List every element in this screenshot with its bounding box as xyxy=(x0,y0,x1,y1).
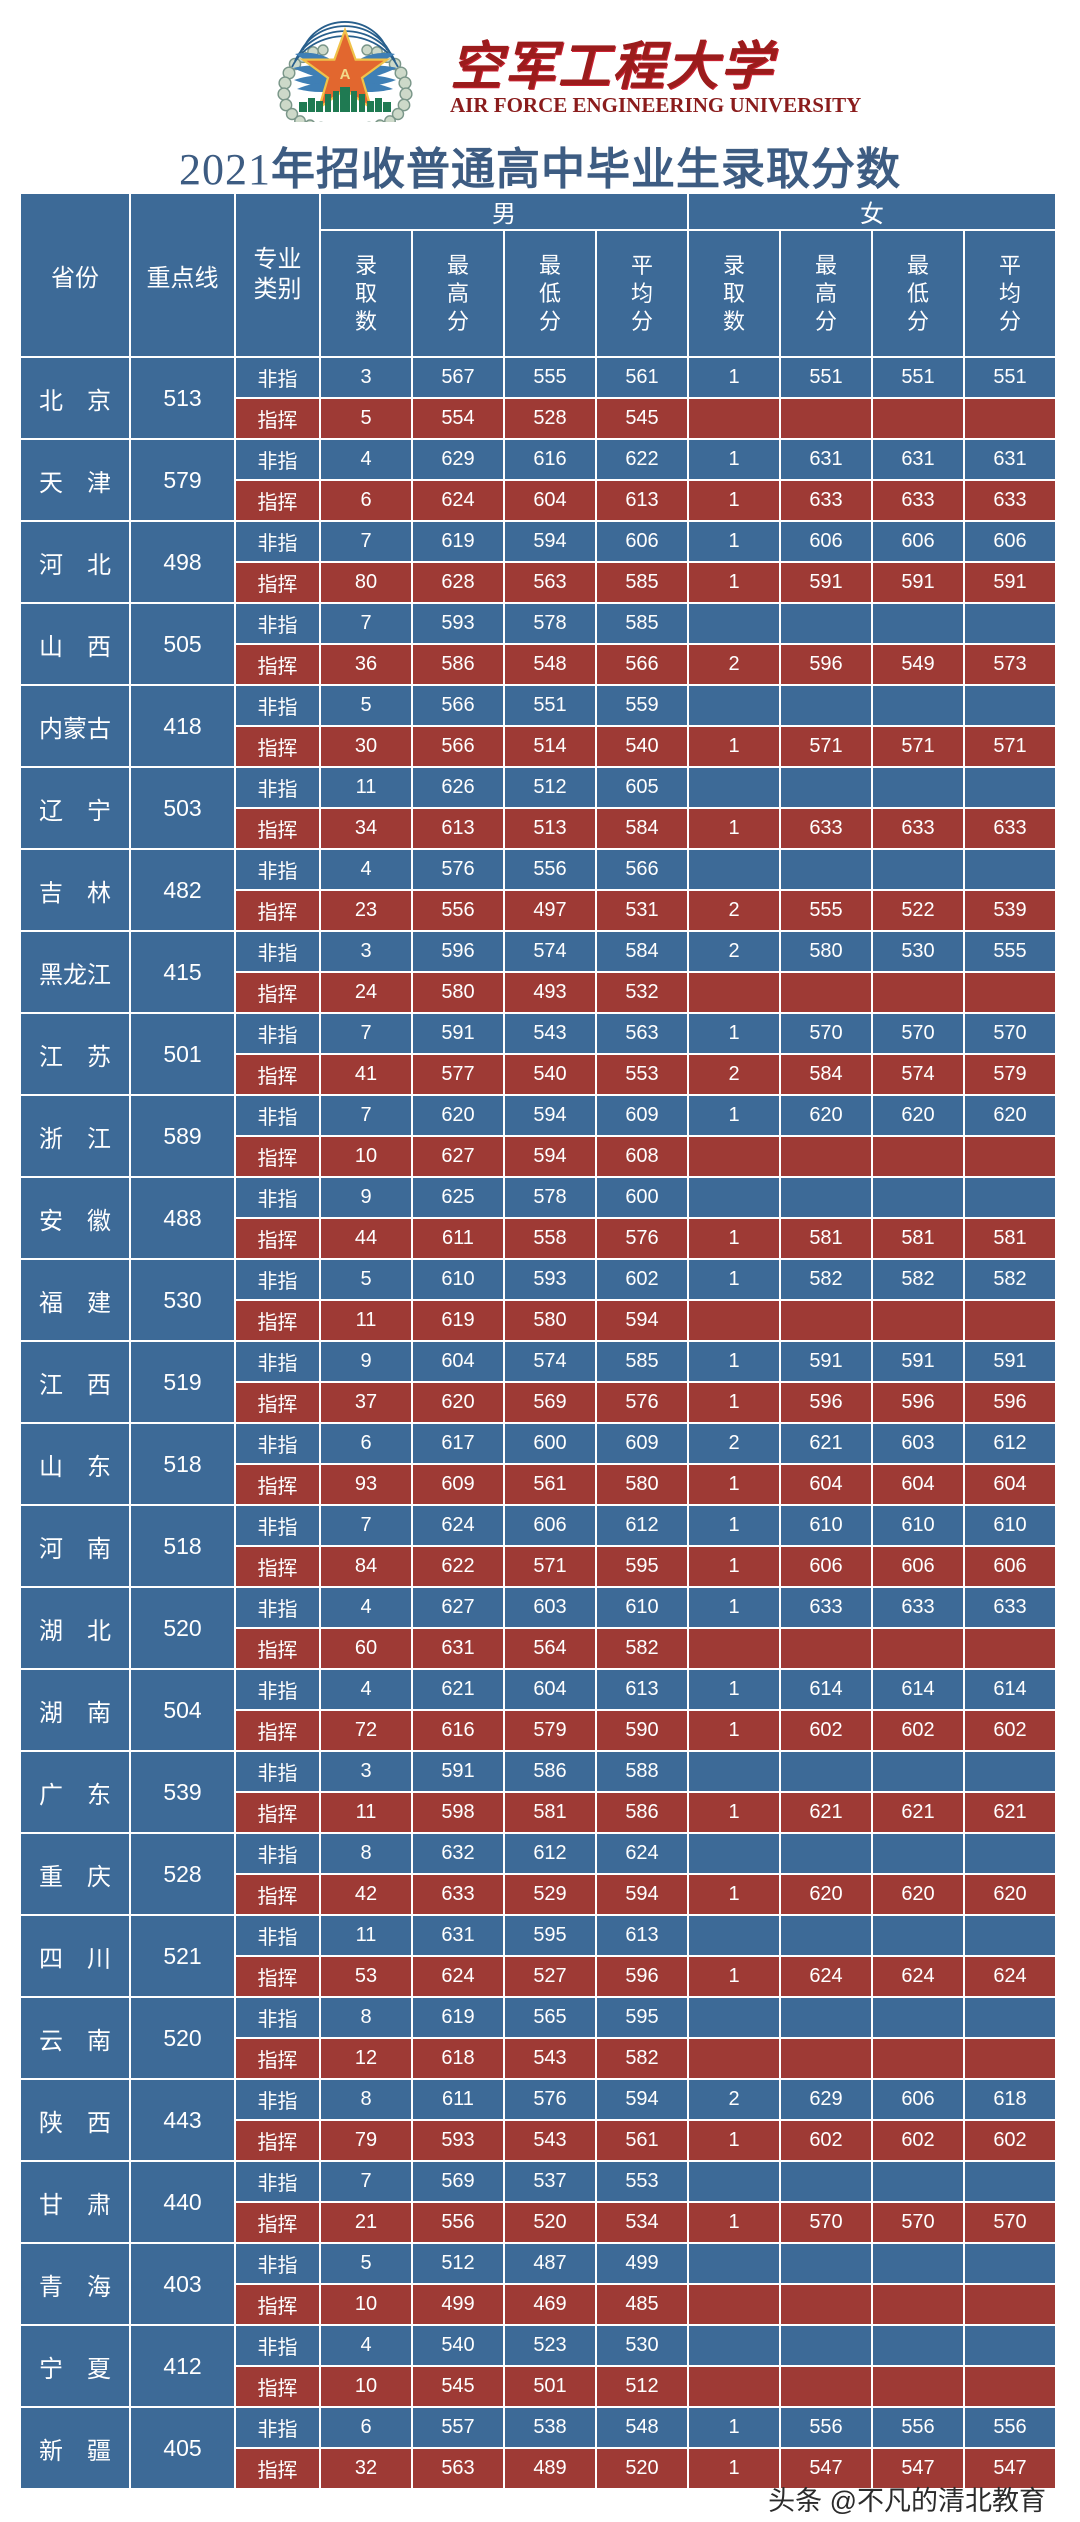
svg-text:A: A xyxy=(340,66,351,83)
